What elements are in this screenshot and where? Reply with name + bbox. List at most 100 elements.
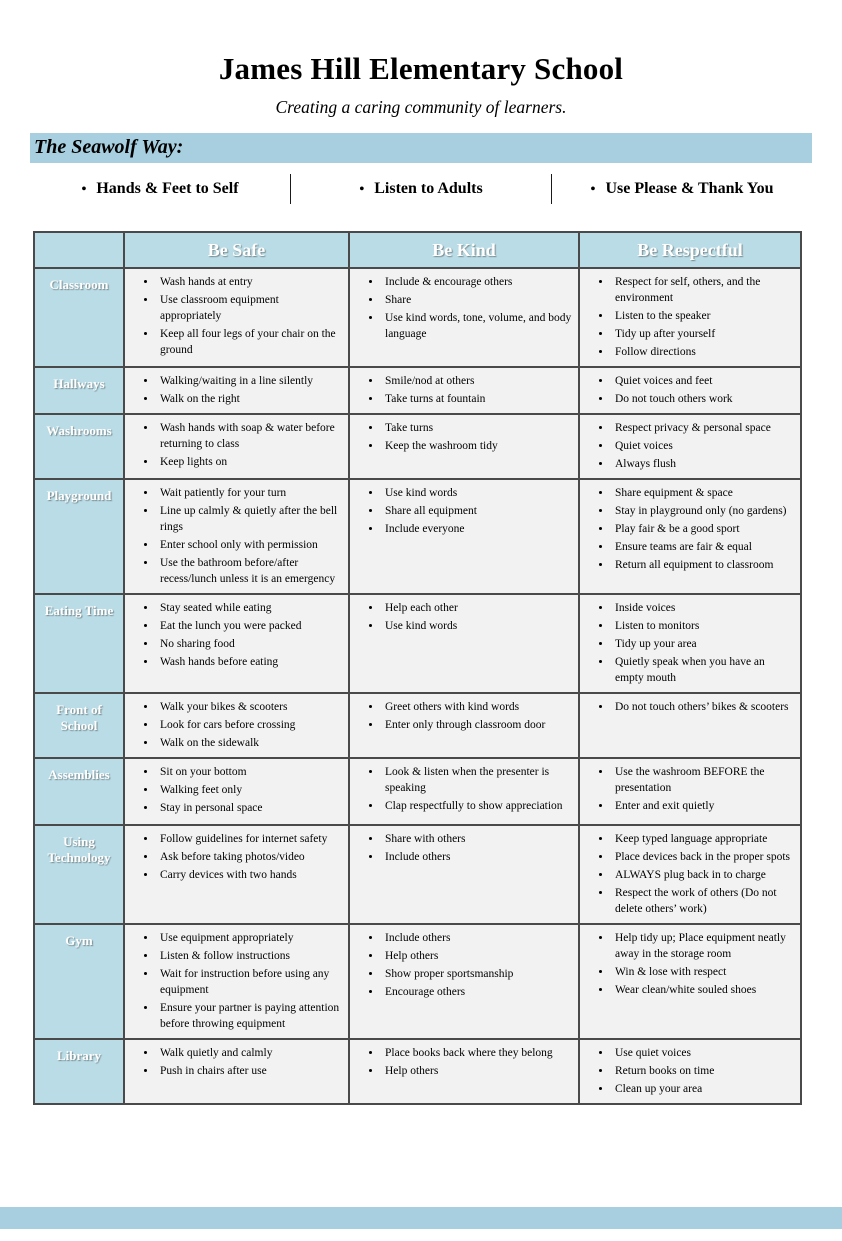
- rule-list: Do not touch others’ bikes & scooters: [582, 699, 794, 715]
- cell-be-respectful: Respect for self, others, and the enviro…: [578, 267, 802, 368]
- rule-item: Help others: [382, 948, 572, 964]
- rule-item: Use quiet voices: [612, 1045, 794, 1061]
- rule-item: Share: [382, 292, 572, 308]
- rule-item: Play fair & be a good sport: [612, 521, 794, 537]
- rule-item: Take turns at fountain: [382, 391, 572, 407]
- cell-be-kind: Greet others with kind words Enter only t…: [348, 692, 580, 759]
- rule-item: Ensure teams are fair & equal: [612, 539, 794, 555]
- cell-be-respectful: Do not touch others’ bikes & scooters: [578, 692, 802, 759]
- rule-list: Follow guidelines for internet safety Ask…: [127, 831, 342, 883]
- rule-item: Respect for self, others, and the enviro…: [612, 274, 794, 306]
- rule-list: Include others Help others Show proper spo…: [352, 930, 572, 1000]
- table-row: Eating Time Stay seated while eating Eat t…: [33, 593, 802, 694]
- rule-item: Eat the lunch you were packed: [157, 618, 342, 634]
- rule-list: Stay seated while eating Eat the lunch yo…: [127, 600, 342, 670]
- rule-item: Tidy up after yourself: [612, 326, 794, 342]
- column-header-be-safe: Be Safe: [123, 231, 350, 269]
- rule-item: Enter only through classroom door: [382, 717, 572, 733]
- rule-item: Inside voices: [612, 600, 794, 616]
- rule-item: Win & lose with respect: [612, 964, 794, 980]
- column-header-be-kind: Be Kind: [348, 231, 580, 269]
- rule-item: Use classroom equipment appropriately: [157, 292, 342, 324]
- rule-item: Include everyone: [382, 521, 572, 537]
- rule-item: Line up calmly & quietly after the bell …: [157, 503, 342, 535]
- cell-be-safe: Sit on your bottom Walking feet only Stay …: [123, 757, 350, 826]
- rule-item: Help tidy up; Place equipment neatly awa…: [612, 930, 794, 962]
- pillar-label: Hands & Feet to Self: [96, 180, 239, 197]
- rule-item: Place devices back in the proper spots: [612, 849, 794, 865]
- table-row: Using TechnologyFollow guidelines for in…: [33, 824, 802, 925]
- rule-item: Help others: [382, 1063, 572, 1079]
- cell-be-safe: Wash hands at entry Use classroom equipme…: [123, 267, 350, 368]
- rule-item: Enter and exit quietly: [612, 798, 794, 814]
- cell-be-safe: Walk your bikes & scooters Look for cars …: [123, 692, 350, 759]
- row-label: Classroom: [33, 267, 125, 368]
- rule-list: Include & encourage others Share Use kind …: [352, 274, 572, 342]
- pillar-divider: [290, 174, 291, 204]
- rule-list: Respect for self, others, and the enviro…: [582, 274, 794, 360]
- column-header-be-respectful: Be Respectful: [578, 231, 802, 269]
- rule-item: Use the washroom BEFORE the presentation: [612, 764, 794, 796]
- cell-be-safe: Walk quietly and calmly Push in chairs af…: [123, 1038, 350, 1105]
- pillar-label: Listen to Adults: [374, 180, 483, 197]
- rule-item: Include others: [382, 849, 572, 865]
- row-label: Playground: [33, 478, 125, 595]
- rule-item: Use equipment appropriately: [157, 930, 342, 946]
- rule-item: Stay in personal space: [157, 800, 342, 816]
- rule-item: Include others: [382, 930, 572, 946]
- cell-be-kind: Look & listen when the presenter is spea…: [348, 757, 580, 826]
- cell-be-kind: Include & encourage others Share Use kind …: [348, 267, 580, 368]
- rule-item: Ask before taking photos/video: [157, 849, 342, 865]
- rule-list: Greet others with kind words Enter only t…: [352, 699, 572, 733]
- row-label: Eating Time: [33, 593, 125, 694]
- rule-item: Sit on your bottom: [157, 764, 342, 780]
- pillar-label: Use Please & Thank You: [605, 180, 774, 197]
- rule-item: Quiet voices: [612, 438, 794, 454]
- rule-item: Wash hands with soap & water before retu…: [157, 420, 342, 452]
- rule-item: Enter school only with permission: [157, 537, 342, 553]
- rule-list: Share with others Include others: [352, 831, 572, 865]
- rule-item: Listen to the speaker: [612, 308, 794, 324]
- rule-list: Quiet voices and feet Do not touch others…: [582, 373, 794, 407]
- cell-be-respectful: Use quiet voices Return books on time Clea…: [578, 1038, 802, 1105]
- table-row: Washrooms Wash hands with soap & water be…: [33, 413, 802, 480]
- rule-list: Use equipment appropriately Listen & foll…: [127, 930, 342, 1032]
- rule-item: Show proper sportsmanship: [382, 966, 572, 982]
- rule-list: Share equipment & space Stay in playgroun…: [582, 485, 794, 573]
- rule-list: Walking/waiting in a line silently Walk o…: [127, 373, 342, 407]
- rule-list: Use kind words Share all equipment Include…: [352, 485, 572, 537]
- rule-list: Wash hands with soap & water before retu…: [127, 420, 342, 470]
- table-row: HallwaysWalking/waiting in a line silent…: [33, 366, 802, 415]
- rule-item: Greet others with kind words: [382, 699, 572, 715]
- rule-item: Use the bathroom before/after recess/lun…: [157, 555, 342, 587]
- rule-item: Share with others: [382, 831, 572, 847]
- cell-be-respectful: Keep typed language appropriate Place dev…: [578, 824, 802, 925]
- rule-list: Sit on your bottom Walking feet only Stay …: [127, 764, 342, 816]
- cell-be-safe: Stay seated while eating Eat the lunch yo…: [123, 593, 350, 694]
- row-label: Front of School: [33, 692, 125, 759]
- rule-item: Stay in playground only (no gardens): [612, 503, 794, 519]
- rule-item: Carry devices with two hands: [157, 867, 342, 883]
- row-label: Library: [33, 1038, 125, 1105]
- rule-item: Listen & follow instructions: [157, 948, 342, 964]
- rule-item: Walking feet only: [157, 782, 342, 798]
- cell-be-kind: Place books back where they belong Help o…: [348, 1038, 580, 1105]
- rule-list: Wait patiently for your turn Line up calm…: [127, 485, 342, 587]
- rule-item: Walk your bikes & scooters: [157, 699, 342, 715]
- rule-list: Inside voices Listen to monitors Tidy up y…: [582, 600, 794, 686]
- rule-item: Follow guidelines for internet safety: [157, 831, 342, 847]
- cell-be-respectful: Use the washroom BEFORE the presentation…: [578, 757, 802, 826]
- rule-list: Take turns Keep the washroom tidy: [352, 420, 572, 454]
- rule-list: Help tidy up; Place equipment neatly awa…: [582, 930, 794, 998]
- rule-item: Listen to monitors: [612, 618, 794, 634]
- row-label: Using Technology: [33, 824, 125, 925]
- rule-item: Respect the work of others (Do not delet…: [612, 885, 794, 917]
- pillar-divider: [551, 174, 552, 204]
- footer-bar: [0, 1207, 842, 1229]
- table-row: Classroom Wash hands at entry Use classroo…: [33, 267, 802, 368]
- rule-item: Walking/waiting in a line silently: [157, 373, 342, 389]
- rule-item: Keep typed language appropriate: [612, 831, 794, 847]
- row-label: Washrooms: [33, 413, 125, 480]
- rule-item: Respect privacy & personal space: [612, 420, 794, 436]
- rule-item: Return books on time: [612, 1063, 794, 1079]
